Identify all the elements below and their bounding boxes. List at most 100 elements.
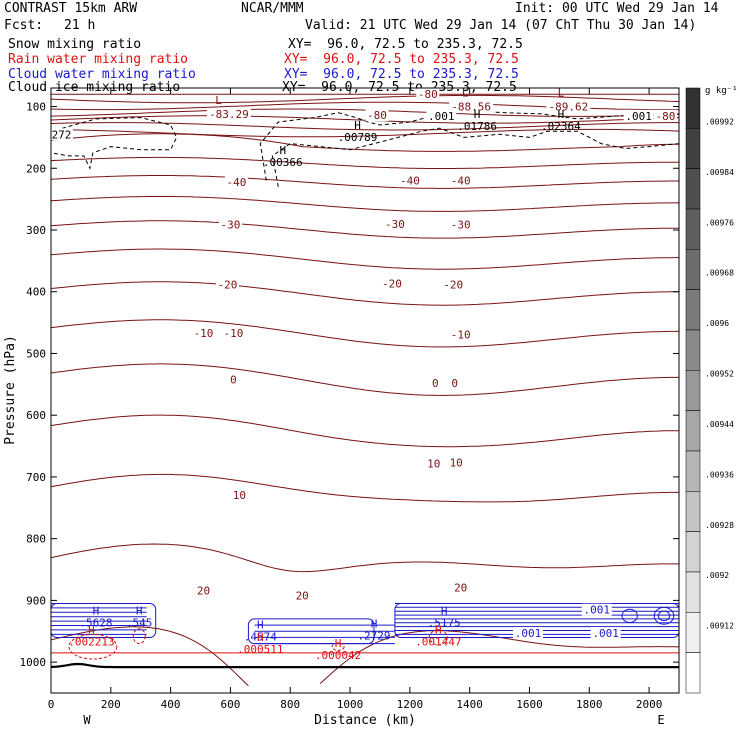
y-tick-label: 300: [26, 224, 46, 237]
temperature-isotherm: [50, 220, 679, 239]
rain-water-contour: [428, 629, 448, 646]
temperature-label-bg: [380, 277, 404, 290]
colorbar-box: [685, 370, 701, 411]
temperature-label: -10: [194, 327, 214, 340]
colorbar-label: .00936: [705, 470, 734, 479]
colorbar-label: .00952: [705, 370, 734, 379]
colorbar-box: [685, 571, 701, 613]
temperature-label: -80: [418, 88, 438, 101]
init-time: Init: 00 UTC Wed 29 Jan 14: [515, 1, 719, 16]
cloud-ice-contour: [271, 127, 680, 187]
cloud-water-contour: [653, 606, 675, 625]
colorbar-box: [685, 410, 701, 452]
temperature-label-bg: [425, 457, 442, 470]
field-label-bg: [590, 627, 621, 640]
x-axis-west: W: [83, 713, 91, 727]
temperature-label-bg: [365, 109, 389, 122]
colorbar-box: [685, 450, 701, 492]
y-tick-label: 600: [26, 409, 46, 422]
temperature-label-bg: [448, 456, 465, 469]
x-tick-label: 800: [280, 698, 300, 711]
axes: 0 200 400 600 800 1000 1200 1400 1600 1800 2000100…: [20, 88, 679, 711]
field-label: 272: [52, 128, 72, 141]
temperature-label-bg: [231, 488, 248, 501]
x-tick-label: 1200: [397, 698, 424, 711]
temperature-label-bg: [224, 175, 248, 188]
cloud-ice-contour: [50, 117, 178, 170]
field-snow-name: Snow mixing ratio: [8, 37, 142, 52]
temperature-isotherm: [50, 156, 679, 169]
temperature-label-bg: [218, 218, 242, 231]
y-tick-label: 1000: [20, 656, 47, 669]
x-tick-label: 2000: [636, 698, 663, 711]
temperature-label-bg: [383, 217, 407, 230]
extremum-marker: H: [371, 617, 378, 630]
temperature-label: -88.56: [451, 101, 491, 114]
rain-water-contour: [331, 642, 345, 651]
colorbar-box: [685, 87, 701, 129]
temperature-label-bg: [430, 377, 440, 390]
temperature-label-bg: [416, 88, 440, 101]
temperature-label: -30: [220, 218, 240, 231]
temperature-label: -30: [451, 218, 471, 231]
y-tick-label: 200: [26, 162, 46, 175]
colorbar-label: .00976: [705, 218, 734, 227]
temperature-label-bg: [398, 174, 422, 187]
colorbar-label: .00984: [705, 168, 734, 177]
colorbar-label: .00928: [705, 521, 734, 530]
x-tick-label: 1800: [576, 698, 603, 711]
temperature-label-bg: [450, 377, 460, 390]
temperature-isotherm: [50, 108, 680, 117]
colorbar-box: [685, 329, 701, 371]
colorbar-box: [685, 168, 701, 210]
org-name: NCAR/MMM: [241, 1, 304, 16]
temperature-label: 10: [427, 457, 440, 470]
field-label-bg: [581, 603, 612, 616]
x-tick-label: 600: [220, 698, 240, 711]
colorbar-box: [685, 652, 701, 694]
extremum-value: .02364: [541, 120, 581, 133]
field-rain-name: Rain water mixing ratio: [8, 52, 189, 67]
temperature-label-bg: [449, 174, 473, 187]
extremum-value: .4574: [244, 631, 277, 644]
cloud-water-contour: [657, 610, 671, 622]
temperature-label: 0: [230, 373, 237, 386]
extremum-marker: H: [257, 619, 264, 632]
extremum-value: .5628: [79, 616, 112, 629]
x-tick-label: 400: [161, 698, 181, 711]
y-tick-label: 900: [26, 594, 46, 607]
rain-water-contours: [51, 628, 679, 660]
colorbar-box: [685, 289, 701, 331]
field-label: .001: [428, 110, 455, 123]
y-tick-label: 800: [26, 533, 46, 546]
temperature-label: -20: [217, 278, 237, 291]
temperature-isotherm: [50, 128, 680, 138]
colorbar-box: [685, 612, 701, 653]
forecast-label: Fcst:: [4, 18, 44, 33]
temperature-label-bg: [294, 589, 311, 602]
temperature-label-bg: [449, 328, 473, 341]
temperature-label-bg: [452, 581, 469, 594]
y-tick-label: 100: [26, 101, 46, 114]
plot-frame: [50, 87, 680, 694]
temperature-label: -80: [367, 109, 387, 122]
temperature-label: -10: [451, 328, 471, 341]
extremum-value: .000042: [315, 649, 361, 662]
valid-time: Valid: 21 UTC Wed 29 Jan 14 (07 ChT Thu …: [305, 18, 697, 33]
extremum-marker: H: [474, 108, 481, 121]
temperature-label: -40: [400, 175, 420, 188]
temperature-label-bg: [195, 584, 212, 597]
colorbar: .00992 .00984 .00976 .00968 .0096 .00952 .0094…: [685, 87, 734, 694]
temperature-label-bg: [441, 278, 465, 291]
field-label-bg: [513, 627, 543, 640]
temperature-label: 20: [197, 585, 210, 598]
temperature-label: 20: [454, 581, 467, 594]
temperature-label-bg: [228, 373, 238, 386]
colorbar-box: [685, 531, 701, 573]
colorbar-box: [685, 128, 701, 169]
extremum-marker: H: [279, 144, 286, 157]
y-tick-label: 500: [26, 347, 46, 360]
y-axis-title: Pressure (hPa): [3, 335, 18, 445]
colorbar-label: .00912: [705, 622, 734, 631]
